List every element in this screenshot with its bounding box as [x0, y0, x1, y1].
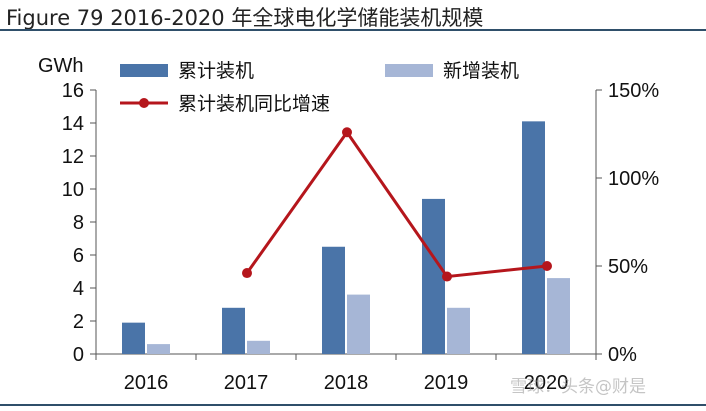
growth-point	[442, 271, 452, 282]
y-tick-label: 12	[62, 146, 84, 168]
bar-new	[247, 340, 270, 354]
bar-new	[547, 278, 570, 354]
y-axis-right: 0% 50% 100% 150%	[595, 80, 659, 366]
title-rule	[0, 29, 706, 31]
y-tick-label: 0	[73, 344, 84, 366]
bar-new	[447, 307, 470, 354]
legend-swatch-new	[385, 64, 433, 77]
y-tick-label: 8	[73, 212, 84, 234]
bar-cumulative	[522, 121, 545, 354]
bar-series	[122, 121, 570, 354]
growth-point	[342, 127, 352, 138]
growth-line-series	[242, 127, 552, 282]
legend-label-cumulative: 累计装机	[178, 60, 254, 82]
legend-swatch-growth-marker	[139, 98, 149, 108]
x-tick-label: 2018	[324, 372, 369, 394]
y-tick-label: 2	[73, 311, 84, 333]
x-axis: 2016 2017 2018 2019 2020	[95, 353, 597, 394]
legend-label-growth: 累计装机同比增速	[178, 93, 330, 115]
bar-cumulative	[322, 246, 345, 354]
y-axis-unit: GWh	[38, 55, 84, 77]
y2-tick-label: 150%	[608, 80, 659, 102]
growth-line	[245, 129, 548, 279]
x-tick-label: 2016	[124, 372, 169, 394]
bottom-rule	[0, 404, 706, 406]
y-tick-label: 6	[73, 245, 84, 267]
y-tick-label: 10	[62, 179, 84, 201]
growth-point	[242, 268, 252, 279]
y2-tick-label: 100%	[608, 168, 659, 190]
growth-point	[542, 261, 552, 271]
x-tick-label: 2017	[224, 372, 269, 394]
bar-cumulative	[222, 307, 245, 354]
y-tick-label: 4	[73, 278, 84, 300]
x-tick-label: 2019	[424, 372, 469, 394]
y-axis-left: 0 2 4 6 8 10 12 14 16	[62, 80, 97, 366]
bar-cumulative	[122, 322, 145, 354]
legend-label-new: 新增装机	[443, 60, 519, 82]
y2-tick-label: 50%	[608, 256, 648, 278]
bar-new	[147, 344, 170, 354]
y2-tick-label: 0%	[608, 344, 637, 366]
legend-swatch-cumulative	[120, 64, 168, 77]
y-tick-label: 16	[62, 80, 84, 102]
bar-cumulative	[422, 198, 445, 354]
x-tick-label: 2020	[524, 372, 569, 394]
figure-title: Figure 79 2016-2020 年全球电化学储能装机规模	[6, 6, 484, 30]
bar-new	[347, 294, 370, 354]
watermark: 雪球：头条@财是	[510, 377, 646, 397]
y-tick-label: 14	[62, 113, 84, 135]
